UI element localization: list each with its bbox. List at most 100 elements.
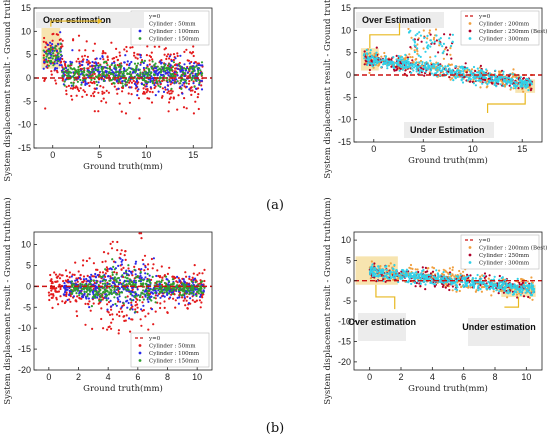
y-tick-label: -15 [338, 337, 351, 347]
point-blue [60, 64, 63, 67]
point-blue [96, 274, 99, 277]
point-blue [202, 289, 205, 292]
point-red [76, 88, 79, 91]
point-darkred [398, 272, 401, 275]
point-darkred [428, 72, 432, 75]
point-cyan [384, 274, 387, 278]
point-blue [111, 281, 114, 284]
point-red [200, 301, 203, 304]
point-cyan [440, 277, 443, 280]
point-green [91, 74, 94, 77]
point-red [185, 107, 188, 110]
point-green [133, 68, 136, 71]
point-green [120, 291, 124, 294]
point-cyan [421, 61, 424, 64]
point-red [51, 286, 55, 289]
point-green [157, 84, 160, 87]
point-blue [193, 62, 196, 65]
point-cyan [522, 283, 525, 286]
point-red [145, 88, 148, 91]
point-red [43, 36, 46, 40]
point-cyan [382, 276, 385, 279]
point-red [122, 266, 125, 269]
point-red [185, 299, 188, 302]
point-cyan [365, 48, 368, 52]
point-orange [512, 68, 515, 71]
point-cyan [432, 275, 435, 278]
point-orange [430, 62, 433, 65]
point-cyan [519, 76, 522, 79]
point-green [129, 283, 132, 286]
point-cyan [474, 75, 477, 78]
point-cyan [446, 65, 449, 68]
point-red [163, 274, 166, 277]
point-cyan [401, 60, 404, 64]
point-green [135, 65, 138, 68]
point-green [54, 44, 57, 47]
annotation-box [356, 12, 444, 28]
point-cyan [483, 283, 486, 286]
point-orange [416, 52, 419, 56]
point-green [139, 271, 142, 274]
point-red [166, 272, 169, 275]
point-orange [446, 271, 449, 274]
point-red [169, 89, 172, 92]
point-red [95, 268, 98, 271]
point-cyan [435, 75, 438, 78]
point-blue [164, 86, 167, 89]
point-green [85, 73, 88, 76]
point-blue [192, 82, 195, 85]
point-darkred [497, 292, 500, 295]
point-red [92, 95, 96, 98]
point-cyan [439, 43, 442, 46]
point-red [76, 280, 79, 283]
point-green [80, 292, 83, 295]
point-orange [472, 78, 475, 82]
point-blue [142, 263, 145, 266]
point-green [171, 278, 174, 281]
point-blue [118, 295, 121, 298]
legend-label: Cylinder : 250mm [479, 253, 530, 259]
point-darkred [441, 285, 444, 288]
point-blue [175, 78, 178, 81]
point-blue [159, 296, 162, 299]
point-red [182, 106, 186, 109]
point-cyan [504, 286, 507, 289]
legend-swatch [468, 22, 472, 25]
point-green [153, 65, 156, 68]
point-cyan [449, 71, 452, 74]
point-blue [150, 295, 153, 298]
point-darkred [445, 46, 448, 49]
point-red [121, 86, 125, 89]
point-darkred [429, 272, 432, 275]
point-green [71, 285, 74, 288]
point-blue [131, 308, 134, 311]
point-green [172, 281, 175, 284]
point-cyan [399, 63, 402, 67]
point-green [141, 60, 144, 63]
point-green [75, 292, 78, 295]
point-green [153, 73, 156, 76]
point-red [174, 67, 177, 70]
point-green [106, 64, 109, 67]
point-cyan [516, 81, 519, 84]
point-orange [442, 273, 445, 276]
point-green [73, 68, 76, 71]
point-green [129, 73, 132, 76]
point-cyan [455, 280, 458, 283]
point-red [78, 60, 81, 63]
point-green [135, 67, 138, 70]
point-orange [462, 270, 465, 273]
point-red [91, 327, 94, 330]
point-green [134, 71, 137, 74]
point-red [97, 62, 100, 65]
point-cyan [528, 291, 532, 294]
point-green [127, 66, 131, 69]
point-cyan [371, 65, 374, 68]
point-darkred [446, 284, 449, 287]
point-darkred [449, 33, 452, 36]
point-red [61, 66, 64, 69]
point-blue [131, 291, 134, 294]
point-green [182, 78, 185, 81]
